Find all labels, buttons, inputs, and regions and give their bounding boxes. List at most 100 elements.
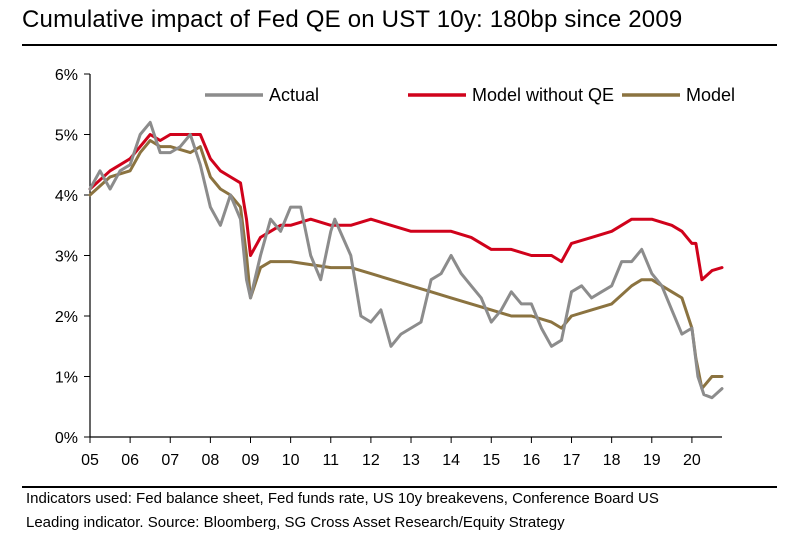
y-tick-label: 2% <box>55 309 78 326</box>
data-point-model <box>670 290 673 293</box>
data-point-model <box>429 290 433 293</box>
y-tick-label: 1% <box>55 370 78 387</box>
data-point-actual <box>209 205 212 209</box>
x-tick-label: 05 <box>81 452 99 469</box>
data-point-actual <box>610 284 613 287</box>
data-point-model <box>108 175 112 179</box>
data-point-model-without-qe <box>650 218 653 221</box>
data-point-model-without-qe <box>369 218 373 221</box>
data-point-model <box>409 284 413 287</box>
data-point-model-without-qe <box>590 236 593 239</box>
data-point-actual <box>670 308 673 312</box>
series-line-model <box>88 139 724 391</box>
data-point-actual <box>159 151 162 154</box>
legend-label-model: Model <box>686 85 735 105</box>
data-point-model-without-qe <box>279 224 282 227</box>
title-rule <box>22 44 777 46</box>
data-point-actual <box>660 284 663 287</box>
data-point-actual <box>449 254 453 257</box>
data-point-actual <box>245 278 248 281</box>
data-point-actual <box>690 326 694 330</box>
data-point-actual <box>439 272 443 275</box>
data-point-actual <box>379 308 383 312</box>
data-point-model <box>88 193 92 197</box>
data-point-model-without-qe <box>219 169 222 172</box>
data-point-model <box>470 302 473 306</box>
data-point-model-without-qe <box>409 230 413 233</box>
data-point-model <box>169 145 172 148</box>
data-point-model-without-qe <box>169 133 172 136</box>
data-point-model <box>640 278 643 281</box>
x-tick-label: 12 <box>362 452 380 469</box>
data-point-model-without-qe <box>289 224 292 227</box>
data-point-actual <box>179 145 182 148</box>
data-point-model-without-qe <box>530 254 533 257</box>
data-point-model-without-qe <box>389 224 393 227</box>
data-point-model <box>510 314 513 318</box>
data-point-actual <box>570 290 573 293</box>
data-point-model <box>550 320 553 324</box>
data-point-actual <box>460 272 463 275</box>
data-point-actual <box>530 302 533 306</box>
data-point-model <box>259 266 262 269</box>
chart-title: Cumulative impact of Fed QE on UST 10y: … <box>22 6 683 33</box>
data-point-actual <box>249 296 252 300</box>
data-point-model-without-qe <box>470 236 473 239</box>
data-point-actual <box>349 254 352 257</box>
x-tick-label: 10 <box>282 452 300 469</box>
data-point-model <box>329 266 332 269</box>
data-point-actual <box>149 121 152 124</box>
data-point-model-without-qe <box>349 224 352 227</box>
data-point-actual <box>341 236 344 239</box>
data-point-actual <box>88 187 92 191</box>
x-tick-label: 19 <box>643 452 661 469</box>
legend-label-actual: Actual <box>269 85 319 105</box>
data-point-actual <box>680 332 684 336</box>
data-point-actual <box>333 218 336 221</box>
data-point-actual <box>279 230 282 233</box>
x-tick-label: 20 <box>683 452 701 469</box>
y-tick-label: 4% <box>55 188 78 205</box>
data-point-model <box>650 278 653 281</box>
y-tick-label: 0% <box>55 430 78 447</box>
data-point-actual <box>369 320 373 324</box>
footnote-rule <box>22 486 777 488</box>
data-point-model <box>239 205 242 209</box>
data-point-actual <box>600 290 603 293</box>
footnote-line-1: Indicators used: Fed balance sheet, Fed … <box>26 490 659 507</box>
data-point-actual <box>229 193 232 197</box>
data-point-model <box>139 151 142 154</box>
chart-legend: Actual Model without QE Model <box>205 85 735 105</box>
data-point-model <box>530 314 533 318</box>
x-tick-label: 06 <box>121 452 139 469</box>
data-point-model-without-qe <box>199 133 202 136</box>
data-point-actual <box>139 133 142 136</box>
x-tick-label: 09 <box>242 452 260 469</box>
x-tick-label: 14 <box>442 452 460 469</box>
data-point-actual <box>590 296 593 300</box>
data-point-model <box>680 296 684 300</box>
data-point-actual <box>480 296 483 300</box>
data-point-actual <box>550 345 553 348</box>
data-point-actual <box>239 218 242 221</box>
data-point-model-without-qe <box>700 278 704 281</box>
data-point-model-without-qe <box>309 218 312 221</box>
data-point-model-without-qe <box>510 248 513 251</box>
x-tick-label: 13 <box>402 452 420 469</box>
data-point-model <box>630 284 633 287</box>
data-point-model <box>199 145 202 148</box>
y-tick-label: 3% <box>55 249 78 266</box>
footnote-line-2: Leading indicator. Source: Bloomberg, SG… <box>26 514 565 531</box>
data-point-model-without-qe <box>710 269 714 272</box>
data-point-model <box>610 302 613 306</box>
data-point-actual <box>98 169 102 172</box>
data-point-actual <box>199 163 202 166</box>
data-point-actual <box>500 308 503 312</box>
data-point-actual <box>169 151 172 154</box>
data-point-model-without-qe <box>670 224 673 227</box>
data-point-model <box>189 151 192 154</box>
data-point-actual <box>429 278 433 281</box>
data-point-actual <box>219 224 222 227</box>
data-point-actual <box>510 290 513 293</box>
